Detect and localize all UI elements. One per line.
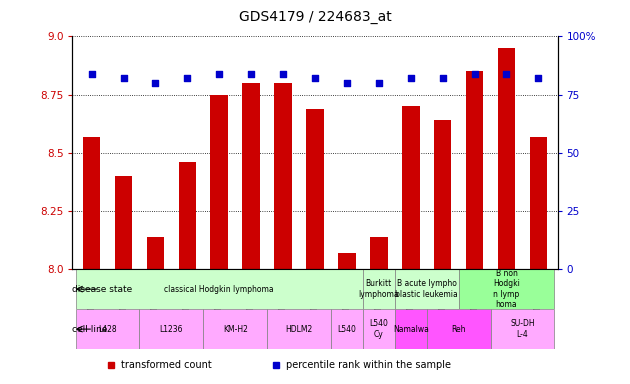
Bar xyxy=(363,309,395,349)
Point xyxy=(438,75,448,81)
Point xyxy=(118,75,129,81)
Bar xyxy=(434,120,452,269)
Point xyxy=(469,71,479,77)
Text: L1236: L1236 xyxy=(159,324,183,334)
Bar xyxy=(402,106,420,269)
Bar xyxy=(427,309,491,349)
Point xyxy=(182,75,192,81)
Point xyxy=(501,71,512,77)
Bar xyxy=(243,83,260,269)
Text: L540
Cy: L540 Cy xyxy=(369,319,388,339)
Point xyxy=(151,80,161,86)
Bar xyxy=(370,237,387,269)
Text: transformed count: transformed count xyxy=(121,360,212,370)
Text: SU-DH
L-4: SU-DH L-4 xyxy=(510,319,535,339)
Text: Reh: Reh xyxy=(451,324,466,334)
Bar xyxy=(498,48,515,269)
Text: disease state: disease state xyxy=(72,285,133,294)
Point xyxy=(86,71,96,77)
Text: classical Hodgkin lymphoma: classical Hodgkin lymphoma xyxy=(164,285,274,294)
Bar xyxy=(459,269,554,309)
Bar xyxy=(147,237,164,269)
Bar xyxy=(267,309,331,349)
Point xyxy=(214,71,224,77)
Bar xyxy=(83,137,100,269)
Point xyxy=(246,71,256,77)
Text: KM-H2: KM-H2 xyxy=(223,324,248,334)
Bar xyxy=(76,269,363,309)
Bar xyxy=(491,309,554,349)
Text: Namalwa: Namalwa xyxy=(393,324,428,334)
Bar xyxy=(115,176,132,269)
Bar xyxy=(274,83,292,269)
Text: Burkitt
lymphoma: Burkitt lymphoma xyxy=(358,280,399,299)
Bar xyxy=(178,162,196,269)
Point xyxy=(406,75,416,81)
Bar xyxy=(139,309,203,349)
Bar xyxy=(331,309,363,349)
Bar xyxy=(530,137,547,269)
Bar xyxy=(363,269,395,309)
Text: L428: L428 xyxy=(98,324,117,334)
Text: GDS4179 / 224683_at: GDS4179 / 224683_at xyxy=(239,10,391,24)
Text: B non
Hodgki
n lymp
homa: B non Hodgki n lymp homa xyxy=(493,269,520,309)
Bar xyxy=(395,269,459,309)
Point xyxy=(374,80,384,86)
Text: L540: L540 xyxy=(338,324,357,334)
Point xyxy=(342,80,352,86)
Bar xyxy=(338,253,356,269)
Bar xyxy=(466,71,483,269)
Text: HDLM2: HDLM2 xyxy=(285,324,312,334)
Point xyxy=(534,75,544,81)
Bar xyxy=(203,309,267,349)
Bar xyxy=(395,309,427,349)
Bar xyxy=(306,109,324,269)
Text: B acute lympho
blastic leukemia: B acute lympho blastic leukemia xyxy=(396,280,458,299)
Text: percentile rank within the sample: percentile rank within the sample xyxy=(286,360,451,370)
Text: cell line: cell line xyxy=(72,324,108,334)
Bar xyxy=(210,94,228,269)
Bar xyxy=(76,309,139,349)
Point xyxy=(310,75,320,81)
Point xyxy=(278,71,288,77)
